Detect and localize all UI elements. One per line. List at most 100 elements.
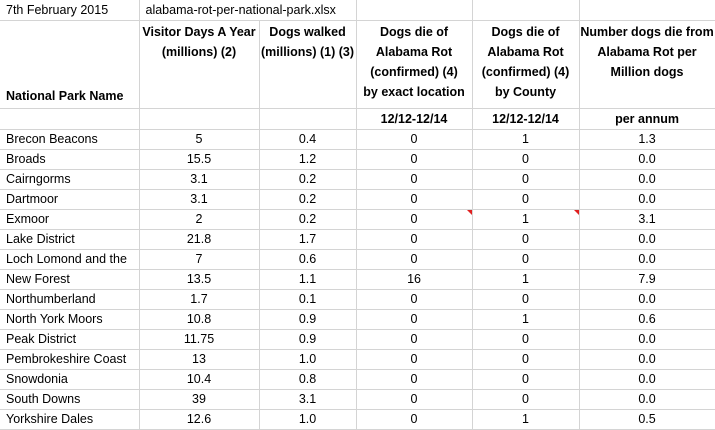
cell-dogs-die-location[interactable]: 16 [356,269,473,290]
header-national-park-name[interactable]: National Park Name [0,20,140,109]
cell-per-million[interactable]: 0.0 [579,289,715,310]
cell-per-million[interactable]: 0.6 [579,309,715,330]
empty-cell[interactable] [259,108,357,130]
cell-park-name[interactable]: Yorkshire Dales [0,409,140,430]
cell-dogs-die-county[interactable]: 0 [472,349,580,370]
cell-per-million[interactable]: 3.1 [579,209,715,230]
cell-dogs-die-county[interactable]: 0 [472,149,580,170]
cell-per-million[interactable]: 0.0 [579,349,715,370]
cell-dogs-die-location[interactable]: 0 [356,389,473,410]
cell-dogs-walked[interactable]: 1.1 [259,269,357,290]
cell-dogs-die-county[interactable]: 0 [472,289,580,310]
cell-dogs-die-county[interactable]: 0 [472,329,580,350]
empty-cell[interactable] [356,0,473,21]
cell-dogs-die-location[interactable]: 0 [356,149,473,170]
date-cell[interactable]: 7th February 2015 [0,0,140,21]
cell-visitor-days[interactable]: 11.75 [139,329,260,350]
cell-visitor-days[interactable]: 10.4 [139,369,260,390]
cell-park-name[interactable]: Lake District [0,229,140,250]
empty-cell[interactable] [139,108,260,130]
cell-dogs-walked[interactable]: 3.1 [259,389,357,410]
cell-per-million[interactable]: 0.0 [579,389,715,410]
comment-indicator-icon[interactable] [466,210,472,215]
cell-dogs-die-county[interactable]: 1 [472,269,580,290]
cell-dogs-die-county[interactable]: 0 [472,389,580,410]
cell-dogs-walked[interactable]: 1.7 [259,229,357,250]
cell-per-million[interactable]: 0.0 [579,149,715,170]
header-visitor-days[interactable]: Visitor Days A Year (millions) (2) [139,20,260,109]
cell-dogs-walked[interactable]: 0.4 [259,129,357,150]
cell-visitor-days[interactable]: 10.8 [139,309,260,330]
cell-per-million[interactable]: 0.0 [579,329,715,350]
cell-dogs-walked[interactable]: 0.6 [259,249,357,270]
cell-dogs-die-location[interactable]: 0 [356,369,473,390]
cell-dogs-die-county[interactable]: 1 [472,409,580,430]
cell-visitor-days[interactable]: 15.5 [139,149,260,170]
cell-per-million[interactable]: 0.0 [579,229,715,250]
cell-park-name[interactable]: New Forest [0,269,140,290]
cell-visitor-days[interactable]: 1.7 [139,289,260,310]
cell-dogs-die-location[interactable]: 0 [356,289,473,310]
cell-per-million[interactable]: 0.5 [579,409,715,430]
cell-visitor-days[interactable]: 3.1 [139,189,260,210]
cell-park-name[interactable]: Broads [0,149,140,170]
cell-dogs-die-county[interactable]: 0 [472,229,580,250]
cell-park-name[interactable]: Snowdonia [0,369,140,390]
filename-cell[interactable]: alabama-rot-per-national-park.xlsx [139,0,357,21]
comment-indicator-icon[interactable] [573,210,579,215]
cell-dogs-die-location[interactable]: 0 [356,409,473,430]
cell-park-name[interactable]: Brecon Beacons [0,129,140,150]
cell-dogs-walked[interactable]: 1.2 [259,149,357,170]
subheader-loc-period[interactable]: 12/12-12/14 [356,108,473,130]
cell-park-name[interactable]: North York Moors [0,309,140,330]
cell-dogs-walked[interactable]: 0.2 [259,169,357,190]
cell-per-million[interactable]: 0.0 [579,249,715,270]
cell-park-name[interactable]: Exmoor [0,209,140,230]
cell-per-million[interactable]: 1.3 [579,129,715,150]
cell-dogs-die-county[interactable]: 1 [472,129,580,150]
cell-dogs-walked[interactable]: 1.0 [259,349,357,370]
header-dogs-walked[interactable]: Dogs walked (millions) (1) (3) [259,20,357,109]
cell-dogs-walked[interactable]: 0.2 [259,189,357,210]
cell-dogs-die-location[interactable]: 0 [356,229,473,250]
empty-cell[interactable] [472,0,580,21]
cell-park-name[interactable]: Pembrokeshire Coast [0,349,140,370]
cell-dogs-walked[interactable]: 0.1 [259,289,357,310]
header-per-million[interactable]: Number dogs die from Alabama Rot per Mil… [579,20,715,109]
cell-dogs-die-county[interactable]: 0 [472,369,580,390]
cell-park-name[interactable]: Northumberland [0,289,140,310]
cell-visitor-days[interactable]: 12.6 [139,409,260,430]
subheader-county-period[interactable]: 12/12-12/14 [472,108,580,130]
cell-park-name[interactable]: Loch Lomond and the [0,249,140,270]
cell-dogs-walked[interactable]: 0.2 [259,209,357,230]
cell-per-million[interactable]: 7.9 [579,269,715,290]
cell-dogs-die-location[interactable]: 0 [356,169,473,190]
subheader-per-annum[interactable]: per annum [579,108,715,130]
cell-dogs-die-county[interactable]: 1 [472,209,580,230]
cell-dogs-die-location[interactable]: 0 [356,329,473,350]
cell-dogs-walked[interactable]: 0.9 [259,329,357,350]
cell-visitor-days[interactable]: 5 [139,129,260,150]
cell-per-million[interactable]: 0.0 [579,189,715,210]
cell-dogs-die-location[interactable]: 0 [356,209,473,230]
cell-park-name[interactable]: Cairngorms [0,169,140,190]
header-dogs-die-county[interactable]: Dogs die of Alabama Rot (confirmed) (4) b… [472,20,580,109]
cell-park-name[interactable]: Peak District [0,329,140,350]
cell-visitor-days[interactable]: 7 [139,249,260,270]
cell-dogs-walked[interactable]: 0.8 [259,369,357,390]
cell-visitor-days[interactable]: 2 [139,209,260,230]
cell-dogs-die-county[interactable]: 0 [472,169,580,190]
cell-dogs-walked[interactable]: 1.0 [259,409,357,430]
empty-cell[interactable] [0,108,140,130]
cell-visitor-days[interactable]: 21.8 [139,229,260,250]
cell-park-name[interactable]: South Downs [0,389,140,410]
cell-dogs-die-location[interactable]: 0 [356,249,473,270]
cell-dogs-die-location[interactable]: 0 [356,309,473,330]
cell-visitor-days[interactable]: 13 [139,349,260,370]
cell-park-name[interactable]: Dartmoor [0,189,140,210]
cell-dogs-die-county[interactable]: 0 [472,189,580,210]
empty-cell[interactable] [579,0,715,21]
cell-dogs-die-county[interactable]: 1 [472,309,580,330]
cell-visitor-days[interactable]: 39 [139,389,260,410]
cell-per-million[interactable]: 0.0 [579,369,715,390]
